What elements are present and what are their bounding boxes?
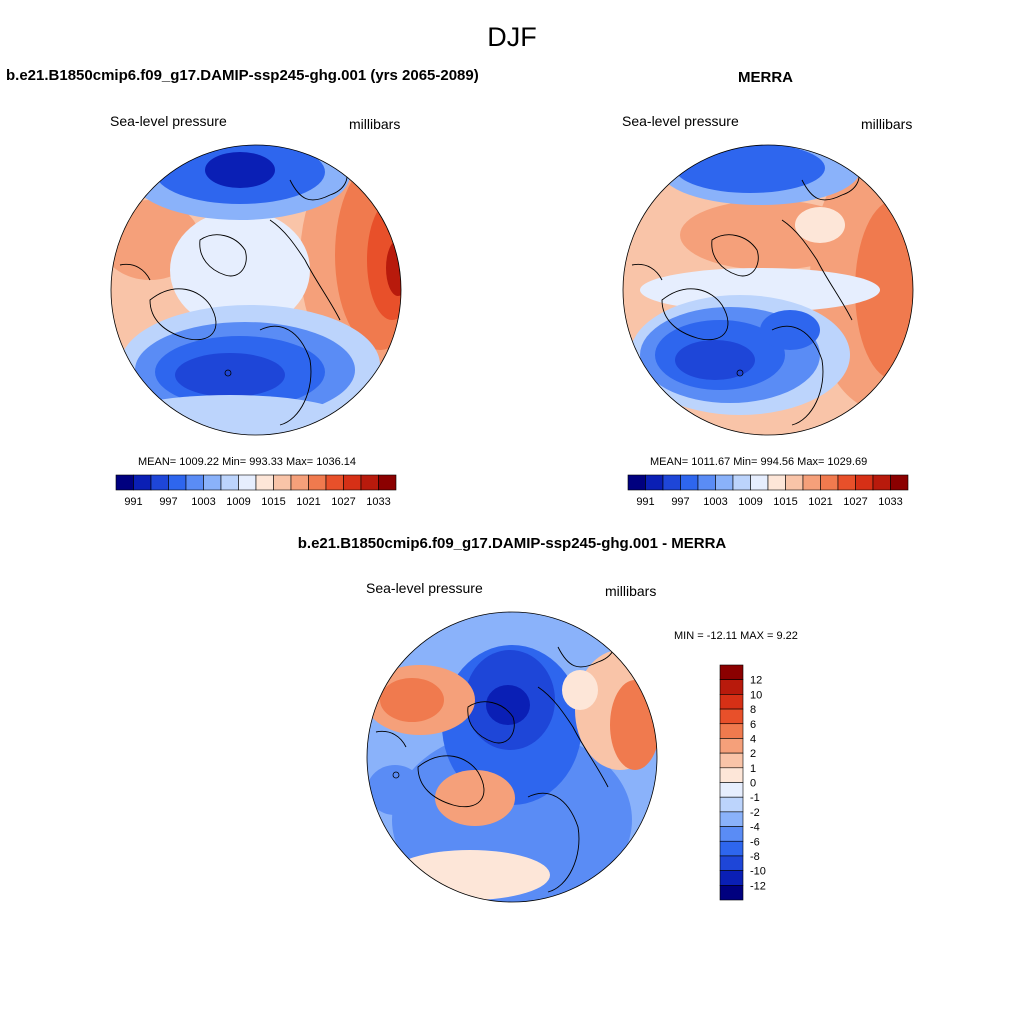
colorbar-model-swatch: [203, 474, 222, 491]
colorbar-difference-swatch: [719, 796, 744, 813]
colorbar-merra-tick-label: 1027: [843, 496, 867, 508]
colorbar-model-swatch: [115, 474, 134, 491]
colorbar-difference-tick-label: 4: [750, 733, 756, 745]
colorbar-difference-tick-label: -10: [750, 866, 766, 878]
colorbar-model-tick-label: 1003: [191, 496, 215, 508]
colorbar-difference-swatch: [719, 826, 744, 842]
colorbar-difference-tick-label: 12: [750, 675, 762, 687]
colorbar-difference-tick-label: 10: [750, 689, 762, 701]
colorbar-model-swatch: [238, 474, 257, 491]
colorbar-model-swatch: [220, 474, 239, 491]
polar-map-difference: [367, 612, 657, 902]
colorbar-model-swatch: [325, 474, 344, 491]
panel-1-units-label: millibars: [349, 116, 401, 132]
colorbar-merra-tick-label: 1021: [808, 496, 832, 508]
colorbar-difference-swatch: [719, 694, 744, 710]
panel-1-title: b.e21.B1850cmip6.f09_g17.DAMIP-ssp245-gh…: [6, 67, 479, 84]
colorbar-model-swatch: [168, 474, 187, 491]
colorbar-model-tick-label: 1009: [226, 496, 250, 508]
panel-2-stats: MEAN= 1011.67 Min= 994.56 Max= 1029.69: [650, 456, 868, 468]
colorbar-merra-swatch: [890, 474, 909, 491]
colorbar-difference-swatch: [719, 782, 744, 798]
colorbar-merra-swatch: [767, 474, 786, 491]
colorbar-model-swatch: [308, 474, 327, 491]
colorbar-difference-tick-label: 8: [750, 704, 756, 716]
colorbar-difference-swatch: [719, 752, 744, 769]
colorbar-merra-swatch: [662, 474, 681, 491]
colorbar-model-tick-label: 991: [124, 496, 142, 508]
colorbar-difference-swatch: [719, 767, 744, 783]
colorbar-merra-swatch: [645, 474, 664, 491]
panel-3-variable-label: Sea-level pressure: [366, 580, 483, 596]
polar-map-model: [111, 145, 401, 435]
colorbar-model-swatch: [185, 474, 204, 491]
panel-3-title: b.e21.B1850cmip6.f09_g17.DAMIP-ssp245-gh…: [297, 535, 727, 552]
colorbar-merra-swatch: [627, 474, 646, 491]
colorbar-merra-swatch: [697, 474, 716, 491]
colorbar-difference-tick-label: 6: [750, 719, 756, 731]
colorbar-model-tick-label: 1033: [366, 496, 390, 508]
colorbar-merra-swatch: [715, 474, 734, 491]
colorbar-merra-swatch: [855, 474, 874, 491]
colorbar-difference-swatch: [719, 840, 744, 857]
colorbar-merra-swatch: [872, 474, 891, 491]
colorbar-model-swatch: [360, 474, 379, 491]
colorbar-merra-tick-label: 1033: [878, 496, 902, 508]
panel-3-stats: MIN = -12.11 MAX = 9.22: [674, 630, 798, 642]
colorbar-model-tick-label: 997: [159, 496, 177, 508]
colorbar-model-tick-label: 1015: [261, 496, 285, 508]
colorbar-difference-swatch: [719, 811, 744, 827]
colorbar-difference-swatch: [719, 708, 744, 725]
colorbar-model-swatch: [343, 474, 362, 491]
panel-2-units-label: millibars: [861, 116, 913, 132]
colorbar-difference-swatch: [719, 679, 744, 695]
colorbar-model-swatch: [133, 474, 152, 491]
colorbar-difference-tick-label: -8: [750, 851, 760, 863]
colorbar-merra-swatch: [820, 474, 839, 491]
colorbar-merra: 991 997 1003 1009 1015 1021 1027 1033: [627, 474, 909, 508]
panel-1-stats: MEAN= 1009.22 Min= 993.33 Max= 1036.14: [138, 456, 357, 468]
colorbar-difference-tick-label: -6: [750, 836, 760, 848]
colorbar-model-swatch: [273, 474, 292, 491]
colorbar-model-swatch: [255, 474, 274, 491]
colorbar-difference-tick-label: -2: [750, 807, 760, 819]
colorbar-merra-swatch: [837, 474, 856, 491]
colorbar-difference-swatch: [719, 855, 744, 871]
panel-1-variable-label: Sea-level pressure: [110, 113, 227, 129]
colorbar-merra-swatch: [785, 474, 804, 491]
colorbar-difference-tick-label: 0: [750, 778, 756, 790]
colorbar-merra-swatch: [680, 474, 699, 491]
colorbar-model-swatch: [150, 474, 169, 491]
colorbar-merra-swatch: [802, 474, 821, 491]
colorbar-difference-swatch: [719, 664, 744, 680]
polar-map-merra: [623, 145, 913, 435]
colorbar-difference-tick-label: -1: [750, 792, 760, 804]
colorbar-model: 991 997 1003 1009 1015 1021 1027 1033: [115, 474, 397, 508]
colorbar-difference-swatch: [719, 870, 744, 886]
colorbar-merra-swatch: [732, 474, 751, 491]
colorbar-model-swatch: [290, 474, 309, 491]
colorbar-merra-tick-label: 991: [636, 496, 654, 508]
colorbar-merra-tick-label: 1003: [703, 496, 727, 508]
colorbar-difference-swatch: [719, 885, 744, 901]
colorbar-difference-tick-label: -4: [750, 822, 760, 834]
colorbar-model-swatch: [378, 474, 397, 491]
panel-3-units-label: millibars: [605, 583, 657, 599]
colorbar-merra-tick-label: 1015: [773, 496, 797, 508]
colorbar-difference-tick-label: 1: [750, 763, 756, 775]
colorbar-merra-tick-label: 997: [671, 496, 689, 508]
colorbar-difference-tick-label: 2: [750, 748, 756, 760]
colorbar-difference-swatch: [719, 723, 744, 739]
panel-2-title: MERRA: [738, 69, 793, 86]
colorbar-merra-swatch: [750, 474, 769, 491]
colorbar-difference-swatch: [719, 738, 744, 754]
colorbar-model-tick-label: 1027: [331, 496, 355, 508]
colorbar-difference-tick-label: -12: [750, 880, 766, 892]
colorbar-model-tick-label: 1021: [296, 496, 320, 508]
colorbar-merra-tick-label: 1009: [738, 496, 762, 508]
panel-2-variable-label: Sea-level pressure: [622, 113, 739, 129]
page-title: DJF: [487, 22, 537, 52]
